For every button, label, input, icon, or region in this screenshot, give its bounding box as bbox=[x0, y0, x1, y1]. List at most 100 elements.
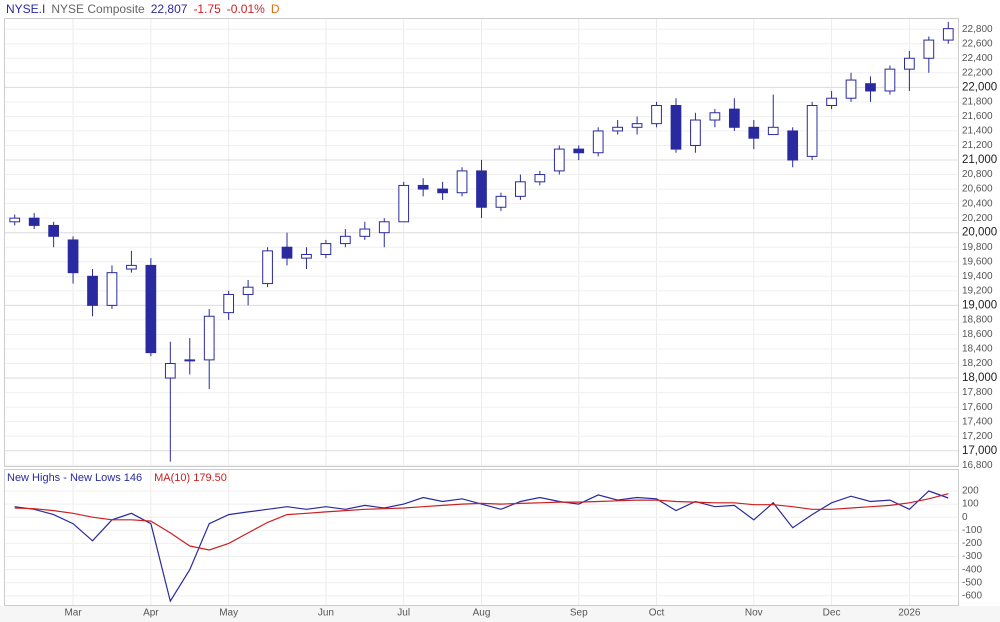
y-tick-label: 21,400 bbox=[962, 126, 993, 137]
change: -1.75 bbox=[193, 2, 221, 16]
candle-body bbox=[515, 181, 526, 197]
y-tick-label: -200 bbox=[962, 538, 982, 549]
y-tick-label: 20,600 bbox=[962, 184, 993, 195]
legend-name: New Highs - New Lows bbox=[7, 472, 121, 484]
series-line bbox=[14, 490, 949, 603]
x-tick-label: Jul bbox=[397, 608, 410, 619]
candle-body bbox=[787, 130, 799, 161]
candle-body bbox=[709, 112, 721, 121]
candle-body bbox=[534, 174, 546, 183]
y-tick-label: 18,600 bbox=[962, 329, 993, 340]
y-tick-label: 19,000 bbox=[962, 299, 997, 311]
candle-body bbox=[437, 188, 448, 194]
candle-body bbox=[67, 239, 79, 274]
candle-body bbox=[612, 126, 624, 132]
y-tick-label: 22,200 bbox=[962, 67, 993, 78]
y-tick-label: -400 bbox=[962, 564, 982, 575]
price-panel bbox=[4, 18, 959, 467]
candle-body bbox=[28, 217, 40, 226]
y-tick-label: 18,000 bbox=[962, 372, 997, 384]
candle-body bbox=[242, 286, 254, 295]
x-tick-label: Dec bbox=[823, 608, 841, 619]
change-pct: -0.01% bbox=[226, 2, 265, 16]
candle-body bbox=[378, 221, 390, 234]
indicator-panel bbox=[4, 469, 959, 606]
x-tick-label: Nov bbox=[745, 608, 763, 619]
y-tick-label: 21,600 bbox=[962, 111, 993, 122]
y-tick-label: 17,600 bbox=[962, 402, 993, 413]
indicator-legend: New Highs - New Lows 146 MA(10) 179.50 bbox=[7, 472, 227, 484]
x-tick-label: Sep bbox=[570, 608, 588, 619]
y-tick-label: 19,200 bbox=[962, 285, 993, 296]
candle-body bbox=[9, 217, 21, 223]
candle-body bbox=[865, 83, 876, 92]
y-tick-label: 16,800 bbox=[962, 460, 993, 471]
candle-body bbox=[670, 104, 682, 150]
candle-body bbox=[145, 264, 157, 354]
candle-body bbox=[281, 246, 293, 259]
candle-body bbox=[631, 123, 643, 128]
candle-body bbox=[417, 184, 429, 190]
y-tick-label: 100 bbox=[962, 499, 979, 510]
y-tick-label: 19,800 bbox=[962, 242, 993, 253]
y-tick-label: 21,800 bbox=[962, 96, 993, 107]
candle-body bbox=[87, 275, 98, 306]
y-tick-label: 200 bbox=[962, 486, 979, 497]
candle-body bbox=[456, 170, 468, 194]
y-tick-label: 17,400 bbox=[962, 416, 993, 427]
y-tick-label: 17,200 bbox=[962, 431, 993, 442]
candle-body bbox=[767, 126, 779, 136]
y-tick-label: 0 bbox=[962, 512, 968, 523]
candle-body bbox=[398, 184, 410, 223]
candle-body bbox=[728, 108, 740, 128]
y-tick-label: 20,000 bbox=[962, 227, 997, 239]
x-tick-label: Aug bbox=[473, 608, 491, 619]
candle-body bbox=[651, 104, 662, 125]
y-tick-label: 18,800 bbox=[962, 315, 993, 326]
y-tick-label: -300 bbox=[962, 551, 982, 562]
x-tick-label: Apr bbox=[143, 608, 159, 619]
y-tick-label: 20,200 bbox=[962, 213, 993, 224]
candle-body bbox=[884, 68, 896, 92]
x-tick-label: 2026 bbox=[898, 608, 921, 619]
y-tick-label: -500 bbox=[962, 577, 982, 588]
candle-body bbox=[339, 235, 351, 245]
candle-body bbox=[106, 272, 118, 306]
series-line bbox=[14, 493, 949, 551]
y-tick-label: 17,800 bbox=[962, 387, 993, 398]
candle-body bbox=[806, 104, 818, 157]
candle-body bbox=[301, 253, 312, 259]
y-tick-label: 19,600 bbox=[962, 256, 993, 267]
candle-body bbox=[203, 315, 215, 361]
instrument-name: NYSE Composite bbox=[51, 2, 145, 16]
last-price: 22,807 bbox=[150, 2, 188, 16]
period[interactable]: D bbox=[270, 2, 280, 16]
legend-value: 146 bbox=[124, 472, 142, 484]
candle-body bbox=[592, 130, 604, 154]
y-tick-label: 22,000 bbox=[962, 81, 997, 93]
candle-body bbox=[48, 224, 59, 237]
candle-body bbox=[826, 97, 837, 106]
y-tick-label: -100 bbox=[962, 525, 982, 536]
y-tick-label: 21,000 bbox=[962, 154, 997, 166]
y-tick-label: 17,000 bbox=[962, 445, 997, 457]
candle-body bbox=[942, 28, 954, 41]
y-tick-label: 22,400 bbox=[962, 53, 993, 64]
candle-body bbox=[573, 148, 585, 154]
candle-body bbox=[164, 363, 176, 379]
candle-body bbox=[476, 170, 487, 208]
candle-body bbox=[923, 39, 935, 59]
x-tick-label: May bbox=[219, 608, 238, 619]
header: NYSE.I NYSE Composite 22,807 -1.75 -0.01… bbox=[6, 2, 280, 16]
y-tick-label: 22,800 bbox=[962, 24, 993, 35]
x-tick-label: Mar bbox=[64, 608, 82, 619]
candle-body bbox=[495, 195, 507, 208]
candle-body bbox=[553, 148, 565, 172]
legend-value: 179.50 bbox=[193, 472, 227, 484]
symbol[interactable]: NYSE.I bbox=[6, 2, 46, 16]
legend-name: MA(10) bbox=[154, 472, 190, 484]
candle-body bbox=[690, 119, 701, 146]
y-tick-label: 21,200 bbox=[962, 140, 993, 151]
